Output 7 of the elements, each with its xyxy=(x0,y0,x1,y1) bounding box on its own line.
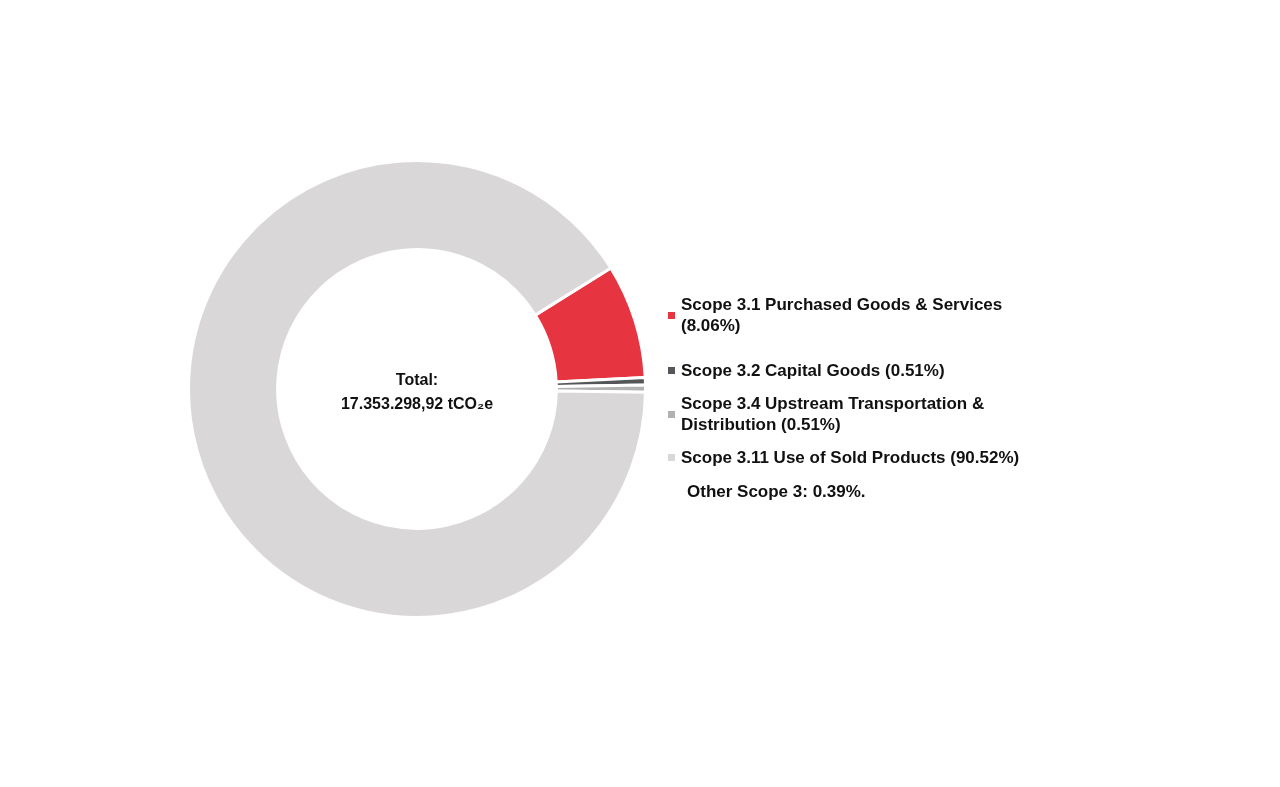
text: 17.353.298,92 tCO₂e xyxy=(339,394,495,414)
text: Other Scope 3: 0.39%. xyxy=(687,482,867,502)
legend-label: Scope 3.2 Capital Goods (0.51%) xyxy=(681,360,945,381)
legend-label: Scope 3.11 Use of Sold Products (90.52%) xyxy=(681,447,1020,468)
legend-label: Scope 3.4 Upstream Transportation & Distribution (0.51%) xyxy=(681,393,986,435)
text: Total: xyxy=(394,370,440,390)
legend-label: Scope 3.1 Purchased Goods & Services (8.06%) xyxy=(681,294,1004,336)
